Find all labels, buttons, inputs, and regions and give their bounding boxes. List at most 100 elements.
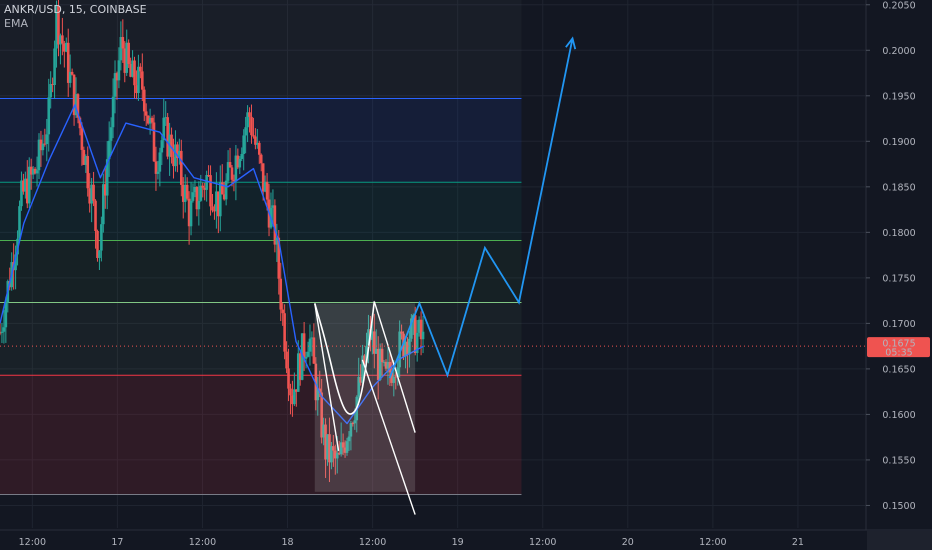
candle-body-70 — [135, 85, 138, 94]
candle-body-192 — [373, 331, 376, 354]
candle-body-57 — [109, 127, 113, 141]
candle-body-211 — [410, 318, 413, 339]
candle-body-188 — [365, 345, 368, 363]
candle-body-82 — [158, 152, 162, 172]
projection-arrow[interactable] — [0, 36, 866, 379]
candle-body-26 — [49, 84, 52, 98]
candle-body-48 — [92, 184, 95, 201]
candle-body-45 — [86, 156, 90, 189]
candle-body-67 — [129, 63, 132, 77]
candle-body-127 — [246, 112, 249, 128]
candle-body-15 — [27, 166, 31, 204]
candle-body-81 — [156, 171, 160, 174]
candle-body-174 — [337, 452, 341, 455]
ema-polyline — [0, 104, 424, 425]
time-tick-label: 19 — [452, 537, 464, 548]
candle-body-58 — [111, 96, 115, 128]
time-tick-label: 12:00 — [529, 537, 556, 548]
candle-body-151 — [293, 389, 296, 405]
candle-body-162 — [314, 363, 318, 401]
candle-body-109 — [211, 206, 214, 211]
candle-body-164 — [318, 388, 322, 393]
price-tick-label: 0.1850 — [882, 182, 915, 193]
time-tick-label: 21 — [792, 537, 804, 548]
price-tick-label: 0.1550 — [882, 455, 915, 466]
candle-body-189 — [367, 329, 370, 346]
candle-body-168 — [326, 434, 329, 460]
candle-body-191 — [371, 331, 374, 340]
price-tick-label: 0.1700 — [882, 319, 915, 330]
fib-zone-5 — [0, 0, 522, 99]
candle-body-202 — [392, 376, 396, 383]
candle-body-194 — [376, 348, 380, 380]
time-tick-label: 12:00 — [359, 537, 386, 548]
candle-body-64 — [123, 48, 127, 73]
candle-body-206 — [400, 331, 403, 334]
candle-body-178 — [345, 441, 349, 453]
candle-body-118 — [228, 162, 232, 168]
candle-body-161 — [312, 337, 316, 364]
candle-body-78 — [150, 117, 154, 123]
candle-body-36 — [68, 71, 72, 83]
time-tick-label: 20 — [622, 537, 634, 548]
candle-body-141 — [273, 205, 277, 245]
candle-body-204 — [396, 367, 399, 377]
candle-body-180 — [349, 423, 353, 437]
current-price-tag — [867, 337, 930, 358]
candle-body-62 — [119, 37, 123, 61]
indicator-legend[interactable]: EMA — [4, 17, 28, 30]
fib-zone-0 — [0, 375, 522, 495]
candle-body-134 — [259, 154, 263, 164]
candle-body-12 — [22, 180, 25, 192]
candle-body-55 — [105, 159, 109, 196]
candle-body-49 — [94, 200, 97, 231]
time-axis-bg — [0, 530, 932, 550]
candle-body-71 — [137, 66, 140, 94]
fib-zone-1 — [0, 302, 522, 376]
candle-body-0 — [0, 332, 2, 334]
candle-body-46 — [88, 188, 91, 204]
candle-body-101 — [195, 187, 199, 210]
candle-body-80 — [154, 161, 158, 174]
candle-body-132 — [256, 142, 259, 145]
candle-body-133 — [257, 142, 261, 155]
candle-body-176 — [341, 442, 345, 448]
candle-body-38 — [72, 74, 76, 116]
candle-body-86 — [166, 117, 169, 157]
candle-body-153 — [296, 353, 300, 392]
ema-line — [0, 104, 424, 425]
candle-body-195 — [378, 348, 382, 380]
candle-body-30 — [57, 5, 60, 45]
candle-body-10 — [18, 206, 21, 239]
candle-body-186 — [361, 355, 364, 383]
candle-body-21 — [39, 139, 43, 151]
cup-pattern-drawing[interactable] — [313, 301, 416, 515]
symbol-title[interactable]: ANKR/USD, 15, COINBASE — [4, 3, 147, 16]
candle-body-20 — [37, 139, 41, 171]
candle-body-125 — [242, 135, 245, 154]
candle-body-84 — [162, 117, 166, 141]
price-axis[interactable]: 0.1500 0.1550 0.1600 0.1650 0.1700 0.1750 0.18… — [865, 0, 932, 550]
candle-body-208 — [404, 341, 407, 357]
candle-body-140 — [271, 205, 275, 208]
time-axis[interactable]: 12:00 17 12:00 18 12:00 19 12:00 20 12:00 21 — [0, 529, 932, 550]
fibonacci-retracement[interactable]: 00.2360.3820.50.6180.7861 — [0, 0, 522, 496]
projection-arrowhead — [565, 36, 577, 50]
candle-body-56 — [107, 140, 111, 160]
candle-body-107 — [207, 175, 210, 177]
time-tick-label: 12:00 — [189, 537, 216, 548]
candle-body-43 — [82, 149, 86, 165]
candle-body-22 — [41, 143, 45, 151]
candle-body-16 — [29, 166, 33, 175]
projection-path — [388, 38, 574, 379]
candle-body-32 — [61, 35, 64, 44]
candle-body-79 — [152, 122, 156, 162]
candle-body-144 — [279, 278, 283, 310]
price-tick-label: 0.2050 — [882, 0, 915, 11]
candle-body-28 — [53, 48, 56, 85]
candle-body-106 — [205, 175, 208, 190]
price-tick-label: 0.1650 — [882, 364, 915, 375]
candle-body-76 — [146, 115, 150, 124]
candle-body-155 — [300, 333, 304, 380]
